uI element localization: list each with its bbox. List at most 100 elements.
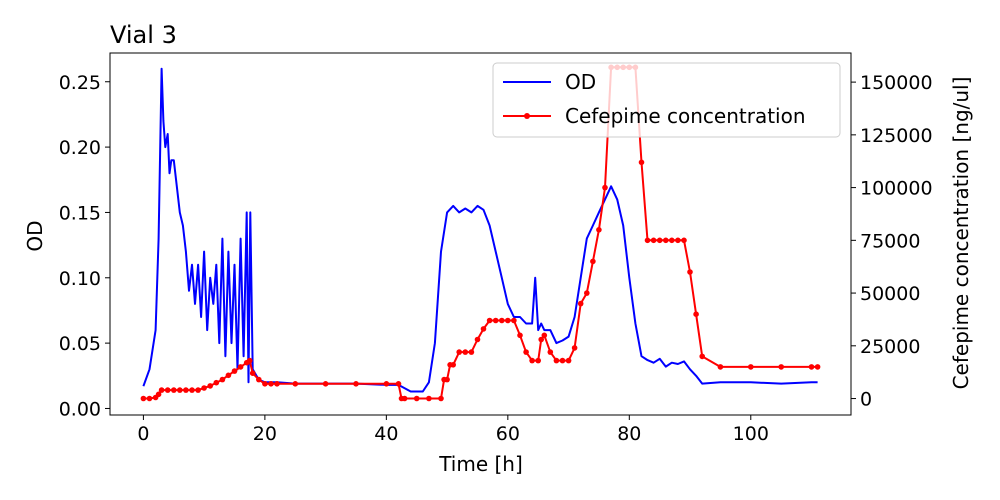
cefepime-concentration-point — [438, 395, 444, 402]
y-left-tick-label: 0.10 — [59, 268, 101, 290]
cefepime-concentration-point — [523, 349, 529, 355]
cefepime-concentration-point — [207, 383, 213, 389]
y-right-tick-label: 150000 — [860, 72, 933, 94]
cefepime-concentration-point — [462, 349, 469, 355]
cefepime-concentration-point — [189, 387, 195, 393]
axes-layer — [109, 52, 852, 416]
x-tick-label: 20 — [253, 423, 277, 445]
cefepime-concentration-point — [183, 387, 189, 393]
cefepime-concentration-point — [699, 353, 705, 360]
plot-frame — [109, 52, 852, 416]
cefepime-concentration-point — [571, 345, 578, 351]
cefepime-concentration-point — [717, 364, 724, 370]
cefepime-concentration-point — [395, 381, 402, 387]
cefepime-concentration-point — [547, 349, 554, 355]
cefepime-concentration-point — [249, 370, 256, 377]
cefepime-concentration-point — [535, 357, 541, 364]
cefepime-concentration-point — [748, 364, 754, 370]
cefepime-concentration-point — [268, 381, 274, 387]
x-tick-label: 40 — [374, 423, 398, 445]
cefepime-concentration-point — [322, 381, 329, 387]
cefepime-concentration-point — [146, 395, 153, 402]
cefepime-concentration-point — [383, 381, 390, 387]
cefepime-concentration-point — [590, 258, 596, 265]
cefepime-concentration-point — [486, 317, 493, 324]
cefepime-concentration-point — [219, 376, 226, 383]
cefepime-concentration-point — [577, 300, 584, 307]
cefepime-concentration-point — [456, 349, 463, 355]
y-axis-right-label: Cefepime concentration [ng/ul] — [949, 77, 973, 390]
cefepime-concentration-point — [814, 364, 821, 370]
od-series-line — [142, 67, 818, 393]
cefepime-concentration-point — [808, 364, 815, 370]
cefepime-concentration-point — [602, 184, 608, 191]
cefepime-concentration-point — [164, 387, 171, 393]
cefepime-concentration-point — [650, 237, 657, 244]
cefepime-concentration-point — [474, 336, 481, 343]
cefepime-concentration-point — [596, 227, 602, 233]
cefepime-concentration-point — [638, 159, 645, 166]
cefepime-concentration-point — [401, 395, 408, 402]
cefepime-concentration-point — [584, 290, 590, 296]
cefepime-concentration-point — [158, 387, 165, 393]
x-axis-label: Time [h] — [438, 452, 523, 476]
cefepime-concentration-point — [292, 381, 299, 387]
y-left-tick-label: 0.00 — [59, 398, 101, 420]
cefepime-concentration-point — [237, 364, 244, 370]
cefepime-concentration-point — [693, 311, 699, 318]
cefepime-concentration-point — [559, 357, 566, 364]
cefepime-concentration-point — [171, 387, 177, 393]
cefepime-concentration-point — [644, 237, 651, 244]
y-right-tick-label: 0 — [860, 389, 872, 411]
y-right-tick-label: 50000 — [860, 283, 920, 305]
series-layer — [140, 64, 821, 402]
cefepime-concentration-point — [413, 395, 420, 402]
cefepime-concentration-point — [656, 237, 663, 244]
cefepime-concentration-point — [538, 336, 544, 343]
cefepime-concentration-point — [353, 381, 359, 387]
chart-title: Vial 3 — [110, 21, 177, 49]
legend-box — [492, 62, 841, 138]
cefepime-concentration-point — [155, 391, 162, 398]
cefepime-concentration-point — [255, 376, 262, 383]
cefepime-concentration-point — [529, 357, 535, 364]
cefepime-concentration-point — [246, 357, 253, 364]
y-left-tick-label: 0.25 — [59, 72, 101, 94]
y-right-tick-label: 75000 — [860, 230, 920, 252]
legend-cefepime-label: Cefepime concentration — [565, 104, 806, 128]
cefepime-concentration-point — [231, 368, 238, 374]
y-left-tick-label: 0.20 — [59, 137, 101, 159]
cefepime-concentration-point — [195, 387, 201, 393]
y-left-tick-label: 0.05 — [59, 333, 101, 355]
cefepime-concentration-point — [541, 332, 548, 339]
x-tick-label: 80 — [617, 423, 641, 445]
y-right-tick-label: 25000 — [860, 336, 920, 358]
cefepime-concentration-point — [517, 332, 523, 339]
cefepime-concentration-point — [201, 385, 207, 391]
cefepime-concentration-point — [778, 364, 784, 370]
cefepime-concentration-point — [669, 237, 675, 244]
cefepime-concentration-point — [675, 237, 681, 244]
cefepime-concentration-point — [262, 381, 268, 387]
cefepime-concentration-point — [444, 376, 450, 383]
y-left-tick-label: 0.15 — [59, 202, 101, 224]
cefepime-concentration-point — [225, 372, 232, 379]
cefepime-concentration-point — [177, 387, 183, 393]
legend-cefepime-marker — [524, 113, 530, 119]
cefepime-concentration-point — [681, 237, 687, 244]
ticks-layer: 0 20 40 60 80 100 0.00 0.05 0.10 0.15 0.20 0.25 0 250… — [59, 72, 933, 445]
cefepime-concentration-point — [468, 349, 475, 355]
cefepime-concentration-point — [511, 317, 517, 324]
cefepime-concentration-point — [499, 317, 505, 324]
x-tick-label: 100 — [733, 423, 769, 445]
x-tick-label: 0 — [137, 423, 149, 445]
cefepime-concentration-point — [505, 317, 511, 324]
cefepime-concentration-point — [213, 379, 220, 386]
y-right-tick-label: 125000 — [860, 125, 933, 147]
cefepime-concentration-point — [687, 269, 693, 275]
cefepime-concentration-point — [663, 237, 669, 244]
cefepime-concentration-point — [426, 395, 432, 402]
cefepime-concentration-point — [492, 317, 499, 324]
legend: OD Cefepime concentration — [492, 62, 841, 138]
